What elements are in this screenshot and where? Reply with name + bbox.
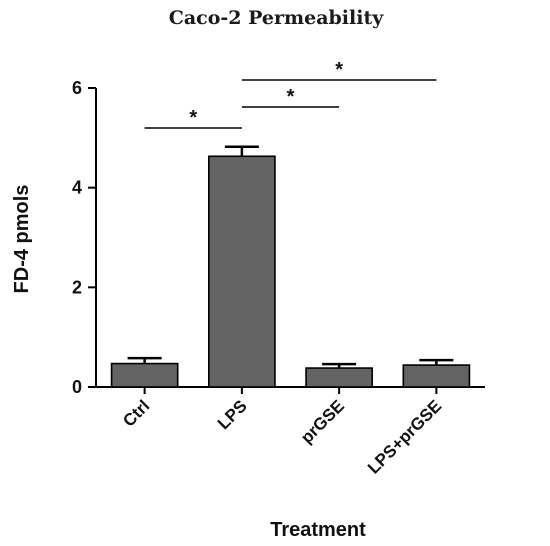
bars <box>110 155 471 388</box>
axes <box>88 87 485 394</box>
x-tick-labels: Ctrl LPS prGSE LPS+prGSE <box>119 396 445 477</box>
x-tick-label: prGSE <box>297 396 348 447</box>
x-tick-label: LPS <box>214 396 251 433</box>
y-tick-label: 0 <box>72 377 82 397</box>
significance-asterisk: * <box>189 107 197 129</box>
y-tick-label: 2 <box>72 277 82 297</box>
chart-title: Caco-2 Permeability <box>169 7 384 29</box>
bar-lps <box>208 155 276 388</box>
y-tick-labels: 0 2 4 6 <box>72 78 82 397</box>
y-tick-label: 4 <box>72 178 82 198</box>
y-axis-label: FD-4 pmols <box>11 185 33 294</box>
error-bars <box>127 145 454 369</box>
bar-lps-prgse <box>402 364 471 388</box>
x-axis-label: Treatment <box>270 519 366 541</box>
x-tick-label: Ctrl <box>119 396 153 430</box>
x-tick-label: LPS+prGSE <box>364 396 445 477</box>
bar-ctrl <box>110 362 179 388</box>
significance-annotations: * * * <box>144 59 437 129</box>
significance-asterisk: * <box>287 86 295 108</box>
y-tick-label: 6 <box>72 78 82 98</box>
bar-prgse <box>305 367 373 388</box>
significance-asterisk: * <box>335 59 343 81</box>
